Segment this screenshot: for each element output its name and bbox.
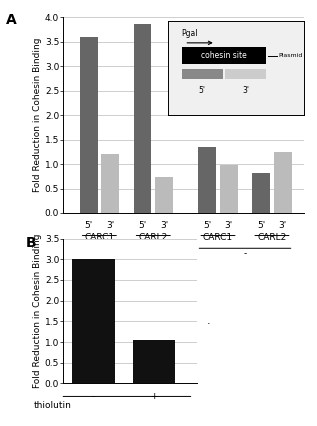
Bar [274,152,292,213]
Text: 3': 3' [225,221,233,230]
Text: Pgal: Pgal [182,29,198,38]
Text: +: + [151,392,158,401]
Text: 5': 5' [139,221,147,230]
Bar [101,154,119,213]
Text: CARL2: CARL2 [257,233,287,242]
Bar [225,69,266,79]
Bar [80,37,98,213]
Text: CARC1: CARC1 [84,233,114,242]
Text: 3': 3' [106,221,114,230]
Text: cohesin site: cohesin site [201,51,247,60]
Text: 3': 3' [160,221,168,230]
Y-axis label: Fold Reduction in Cohesin Binding: Fold Reduction in Cohesin Binding [33,234,42,388]
Y-axis label: Fold Reduction in Cohesin Binding: Fold Reduction in Cohesin Binding [33,38,42,192]
Text: 5': 5' [198,86,206,95]
Bar [182,69,223,79]
Text: .: . [207,317,210,326]
Bar [198,147,216,213]
Bar [252,173,270,213]
Text: 5': 5' [257,221,265,230]
Text: -: - [92,392,95,401]
Text: 5': 5' [203,221,211,230]
Text: A: A [6,13,16,27]
Bar [133,340,175,383]
Text: CARC1: CARC1 [203,233,233,242]
Text: gal: gal [65,247,79,256]
Bar [133,24,152,213]
Text: 5': 5' [84,221,93,230]
Text: -: - [243,249,247,258]
Text: 3': 3' [242,86,249,95]
Bar [220,165,238,213]
Text: +: + [123,249,130,258]
Text: 3': 3' [279,221,287,230]
Bar [155,177,173,213]
Text: CARL2: CARL2 [139,233,168,242]
Text: B: B [26,236,37,250]
Text: thiolutin: thiolutin [34,401,72,410]
Text: Plasmid: Plasmid [278,53,303,58]
Bar [182,46,266,64]
Bar [73,259,115,383]
